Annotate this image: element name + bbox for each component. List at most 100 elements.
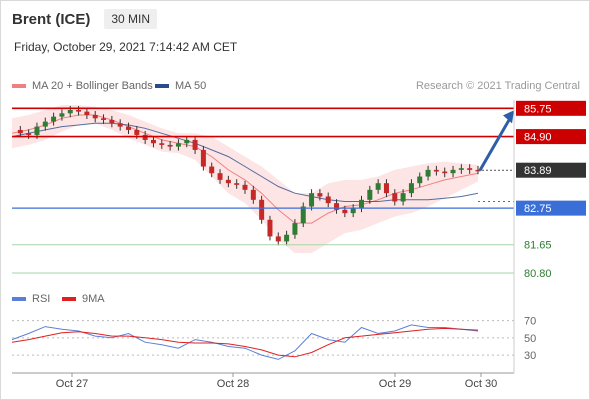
candle-body (408, 183, 414, 194)
candle (284, 230, 290, 246)
candle-body (383, 183, 389, 194)
candle (259, 195, 265, 224)
candle-body (433, 169, 439, 172)
candle-body (134, 129, 140, 135)
candle-body (458, 168, 464, 170)
candle-body (126, 126, 131, 130)
candle-body (375, 183, 381, 190)
candle (150, 135, 156, 148)
ma50-line (11, 122, 479, 202)
legend-9ma-label: 9MA (82, 293, 105, 305)
level-label: 84.90 (524, 132, 552, 144)
level-resistance: 85.75 (12, 100, 586, 116)
candle (442, 167, 448, 178)
level-last: 83.89 (478, 162, 586, 178)
legend-9ma: 9MA (62, 293, 105, 305)
candle-body (467, 168, 473, 170)
candle-body (92, 114, 98, 119)
x-tick-label: Oct 30 (465, 378, 497, 390)
candle (425, 165, 431, 181)
ma50-swatch-icon (155, 84, 169, 88)
candle-body (109, 119, 115, 124)
candle (101, 114, 107, 124)
candle (450, 165, 456, 178)
candle (159, 139, 165, 149)
level-label: 83.89 (524, 165, 552, 177)
candle-body (400, 193, 406, 202)
candle (317, 189, 323, 201)
bollinger-band (12, 105, 478, 254)
rsi-tick-label: 30 (524, 350, 536, 362)
level-support: 82.75 (12, 200, 586, 216)
level-label: 81.65 (524, 240, 552, 252)
candle (184, 135, 190, 148)
legend-rsi-label: RSI (32, 293, 51, 305)
candle (467, 164, 473, 174)
rsi-line (11, 324, 479, 360)
candle-body (392, 193, 398, 202)
candle (417, 172, 423, 188)
candle (392, 189, 398, 206)
candle (109, 115, 115, 128)
candle-body (17, 129, 23, 134)
candle (225, 175, 231, 188)
candle (51, 112, 57, 126)
candle (42, 117, 48, 131)
candle (234, 179, 240, 189)
candle-body (359, 199, 364, 209)
candle (200, 145, 206, 171)
candle-body (117, 123, 123, 127)
candle (167, 140, 173, 151)
ma20-line (11, 114, 479, 224)
level-label-box (516, 129, 586, 145)
legend-ma20: MA 20 + Bollinger Bands (12, 80, 153, 92)
x-tick-label: Oct 29 (379, 378, 411, 390)
candle-body (450, 169, 456, 174)
candle-body (334, 203, 340, 210)
candle-body (442, 171, 448, 174)
candle (126, 122, 131, 134)
chart-header: Brent (ICE) 30 MIN (12, 8, 158, 30)
candle (383, 179, 389, 198)
level-target: 80.80 (12, 268, 552, 280)
chart-datetime: Friday, October 29, 2021 7:14:42 AM CET (14, 40, 238, 54)
candle (142, 130, 148, 144)
candle (175, 139, 181, 151)
level-label: 85.75 (524, 103, 552, 115)
candle (267, 215, 273, 241)
candle-body (51, 116, 57, 122)
candle (192, 135, 198, 154)
projection-arrow (478, 117, 512, 171)
instrument-title: Brent (ICE) (12, 10, 91, 28)
candle (359, 195, 364, 213)
projection-arrow-head-icon (503, 110, 514, 124)
candle (92, 110, 98, 123)
candle-body (192, 139, 198, 150)
candle (334, 199, 340, 214)
legend-ma50-label: MA 50 (175, 80, 207, 92)
candle-body (350, 208, 356, 214)
candle-body (275, 236, 281, 242)
candle-body (250, 189, 256, 200)
candle (17, 125, 23, 138)
candle (242, 180, 248, 194)
candle-body (325, 196, 331, 204)
candle (433, 165, 439, 176)
candle-body (76, 109, 82, 112)
x-tick-label: Oct 28 (217, 378, 249, 390)
candle-body (42, 121, 48, 127)
candle-body (26, 133, 32, 135)
candle-body (259, 199, 265, 220)
level-label-box (516, 162, 586, 178)
legend-ma50: MA 50 (155, 80, 206, 92)
candle-body (309, 193, 315, 207)
candle (408, 179, 414, 198)
candle-body (175, 143, 181, 147)
timeframe-badge[interactable]: 30 MIN (104, 9, 158, 29)
level-label: 82.75 (524, 203, 552, 215)
candle (209, 162, 215, 178)
copyright-text: Research © 2021 Trading Central (415, 80, 580, 92)
candle-body (34, 126, 40, 135)
level-label-box (516, 100, 586, 116)
